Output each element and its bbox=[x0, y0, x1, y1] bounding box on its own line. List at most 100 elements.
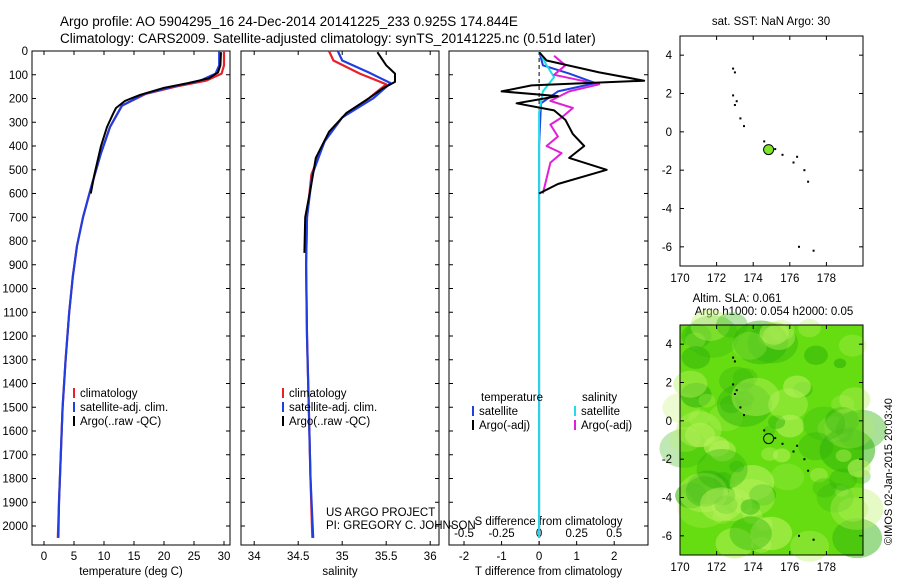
heatmap-cell bbox=[700, 487, 743, 522]
heatmap-cell bbox=[833, 358, 847, 369]
island-point bbox=[743, 125, 745, 128]
heatmap-cell bbox=[830, 487, 884, 530]
heatmap-cell bbox=[835, 449, 852, 463]
island-point bbox=[739, 117, 742, 120]
x-tick-label-salinity: -0.25 bbox=[488, 528, 514, 540]
heatmap-cell bbox=[681, 346, 711, 369]
heatmap-cell bbox=[838, 334, 867, 357]
heatmap-cell bbox=[736, 399, 753, 412]
x-tick-label: 20 bbox=[158, 551, 171, 563]
series-line-satellite-adj-clim- bbox=[305, 50, 392, 538]
island-point bbox=[763, 429, 766, 432]
x-axis-label: salinity bbox=[322, 566, 357, 578]
heatmap-cell bbox=[749, 484, 776, 506]
heatmap-cell bbox=[812, 478, 837, 498]
map-frame bbox=[679, 324, 864, 556]
x-tick-label: 0 bbox=[41, 551, 47, 563]
island-point bbox=[733, 104, 736, 106]
x-tick-label: 174 bbox=[744, 273, 764, 285]
heatmap-cell bbox=[847, 459, 871, 478]
heatmap-cell bbox=[732, 331, 767, 360]
heatmap-cell bbox=[758, 327, 783, 347]
y-tick-label: 1600 bbox=[2, 426, 28, 438]
y-tick-label: 100 bbox=[9, 70, 28, 82]
legend-entry: Argo(-adj) bbox=[581, 420, 632, 432]
heatmap-cell bbox=[703, 436, 730, 457]
header-line-2: Climatology: CARS2009. Satellite-adjuste… bbox=[60, 31, 596, 46]
y-tick-label: -4 bbox=[662, 493, 673, 505]
x-tick-label: 30 bbox=[218, 551, 231, 563]
heatmap-cell bbox=[685, 332, 706, 349]
y-tick-label: 1000 bbox=[2, 284, 28, 296]
heatmap-cell bbox=[696, 449, 748, 490]
heatmap-cell bbox=[681, 323, 712, 349]
heatmap-cell bbox=[804, 345, 828, 365]
island-point bbox=[732, 356, 735, 359]
heatmap-cell bbox=[802, 406, 846, 441]
heatmap-cell bbox=[768, 415, 786, 429]
sst-map: sat. SST: NaN Argo: 30 170 172 174 176 178 4 2 0… bbox=[662, 16, 864, 285]
y-tick-label: 0 bbox=[666, 416, 672, 428]
island-point bbox=[763, 140, 766, 143]
heatmap-cell bbox=[798, 319, 821, 338]
heatmap-cell bbox=[838, 497, 869, 522]
x-tick-label: 178 bbox=[817, 562, 836, 574]
x-tick-label: 176 bbox=[780, 273, 799, 285]
x-tick-label: 36 bbox=[424, 551, 437, 563]
x-tick-label: 172 bbox=[707, 273, 726, 285]
heatmap-cell bbox=[816, 482, 854, 513]
legend-entry: satellite bbox=[479, 406, 518, 418]
heatmap-cell bbox=[832, 518, 883, 559]
island-point bbox=[796, 444, 799, 447]
x-tick-label: 35 bbox=[336, 551, 349, 563]
x-tick-label: 35.5 bbox=[375, 551, 397, 563]
heatmap-cell bbox=[834, 485, 849, 497]
heatmap-cell bbox=[676, 411, 722, 448]
heatmap-cell bbox=[755, 517, 773, 531]
x-tick-label: 34 bbox=[248, 551, 261, 563]
y-tick-label: 1900 bbox=[2, 497, 28, 509]
island-point bbox=[733, 393, 736, 395]
x-tick-label: 5 bbox=[71, 551, 77, 563]
island-point bbox=[807, 469, 810, 472]
y-tick-label: 800 bbox=[9, 236, 28, 248]
island-point bbox=[774, 437, 777, 440]
island-point bbox=[812, 538, 815, 541]
island-point bbox=[798, 245, 800, 248]
island-point bbox=[735, 389, 738, 392]
island-point bbox=[732, 94, 735, 97]
y-tick-label: 900 bbox=[9, 260, 28, 272]
heatmap-cell bbox=[770, 463, 805, 491]
x-tick-label-salinity: 0.5 bbox=[606, 528, 622, 540]
y-tick-label: 0 bbox=[666, 127, 672, 139]
island-point bbox=[739, 406, 742, 409]
y-tick-label: 4 bbox=[666, 50, 673, 62]
heatmap-cell bbox=[750, 516, 793, 551]
island-point bbox=[796, 155, 799, 158]
x-axis-label: T difference from climatology bbox=[475, 566, 622, 578]
heatmap-cell bbox=[763, 425, 776, 436]
x-tick-label: 178 bbox=[817, 273, 836, 285]
y-tick-label: 200 bbox=[9, 94, 28, 106]
heatmap-cell bbox=[732, 368, 758, 388]
series-line-s-argo-adj- bbox=[541, 55, 601, 194]
x-tick-label: 176 bbox=[780, 562, 799, 574]
island-point bbox=[732, 67, 735, 70]
island-point bbox=[792, 450, 795, 453]
x-axis-label: temperature (deg C) bbox=[79, 566, 183, 578]
y-tick-label: 4 bbox=[666, 339, 673, 351]
sst-map-title: sat. SST: NaN Argo: 30 bbox=[712, 16, 830, 28]
y-tick-label: 1100 bbox=[3, 307, 28, 319]
x-tick-label: 170 bbox=[670, 562, 689, 574]
heatmap-cell bbox=[688, 409, 711, 427]
legend-title-temperature: temperature bbox=[481, 392, 543, 404]
heatmap-cell bbox=[831, 395, 855, 414]
x-tick-label: -1 bbox=[496, 551, 506, 563]
legend-entry: satellite-adj. clim. bbox=[289, 402, 377, 414]
heatmap-cell bbox=[773, 448, 791, 463]
salinity-panel: 34 34.5 35 35.5 36 salinity climatology satelli… bbox=[240, 50, 440, 578]
x-tick-label: 2 bbox=[611, 551, 617, 563]
island-point bbox=[733, 71, 736, 74]
